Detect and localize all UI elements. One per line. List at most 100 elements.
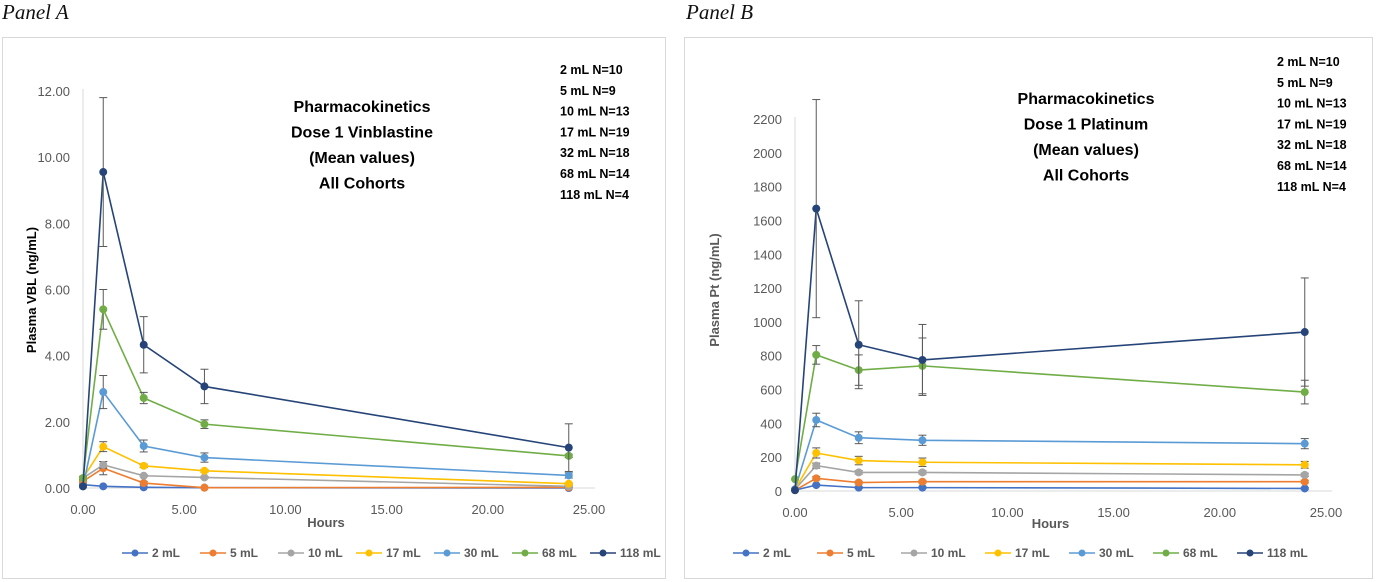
y-tick-label: 1600 [753, 213, 782, 228]
legend-marker [209, 549, 217, 557]
data-point [79, 482, 87, 491]
chart-title-line: (Mean values) [1033, 142, 1139, 159]
data-point [918, 458, 927, 467]
x-tick-label: 25.00 [1310, 505, 1343, 520]
cohort-n-annotation: 17 mL N=19 [1277, 117, 1347, 131]
data-point [812, 461, 821, 470]
legend-marker [994, 549, 1002, 557]
legend-label: 30 mL [464, 546, 499, 560]
chart-title-line: (Mean values) [309, 150, 415, 167]
legend-label: 10 mL [308, 546, 343, 560]
y-tick-label: 2000 [753, 146, 782, 161]
x-tick-label: 0.00 [782, 505, 807, 520]
legend-label: 5 mL [847, 546, 875, 560]
data-point [918, 355, 927, 364]
panel-b-frame [684, 37, 1373, 579]
y-tick-label: 800 [760, 349, 782, 364]
cohort-n-annotation: 10 mL N=13 [1277, 97, 1347, 111]
data-point [854, 340, 863, 349]
legend-marker [521, 549, 529, 557]
data-point [1300, 470, 1309, 479]
data-point [99, 442, 108, 451]
data-point [918, 477, 927, 486]
legend-marker [1078, 549, 1086, 557]
data-point [1300, 439, 1309, 448]
legend-marker [910, 549, 918, 557]
x-tick-label: 10.00 [991, 505, 1024, 520]
legend-marker [1246, 549, 1254, 557]
cohort-n-annotation: 68 mL N=14 [560, 167, 630, 181]
legend-label: 68 mL [542, 546, 577, 560]
y-tick-label: 400 [760, 416, 782, 431]
data-point [812, 481, 821, 490]
x-tick-label: 25.00 [573, 502, 606, 517]
data-point [139, 479, 148, 488]
data-point [200, 420, 209, 429]
cohort-n-annotation: 5 mL N=9 [1277, 76, 1333, 90]
y-tick-label: 1000 [753, 315, 782, 330]
y-tick-label: 2200 [753, 112, 782, 127]
legend-label: 30 mL [1099, 546, 1134, 560]
y-tick-label: 200 [760, 450, 782, 465]
data-point [812, 448, 821, 457]
chart-title-line: Pharmacokinetics [294, 99, 431, 116]
data-point [139, 394, 148, 403]
cohort-n-annotation: 118 mL N=4 [1277, 180, 1346, 194]
y-tick-label: 600 [760, 383, 782, 398]
legend-label: 2 mL [152, 546, 180, 560]
data-point [139, 340, 148, 349]
series-line-30mL [794, 418, 1305, 490]
x-tick-label: 5.00 [172, 502, 197, 517]
data-point [200, 382, 209, 391]
legend-marker [443, 549, 451, 557]
x-tick-label: 15.00 [1097, 505, 1130, 520]
legend-marker [365, 549, 373, 557]
legend-label: 17 mL [386, 546, 421, 560]
panel-a-frame [2, 37, 666, 579]
panel-b-label: Panel B [686, 0, 754, 24]
x-tick-label: 0.00 [70, 502, 95, 517]
panel-a-label: Panel A [2, 0, 69, 24]
data-point [99, 388, 108, 397]
legend-label: 17 mL [1015, 546, 1050, 560]
data-point [200, 473, 209, 482]
x-tick-label: 20.00 [472, 502, 505, 517]
x-tick-label: 15.00 [370, 502, 403, 517]
cohort-n-annotation: 10 mL N=13 [560, 105, 630, 119]
y-tick-label: 12.00 [37, 84, 70, 99]
data-point [812, 415, 821, 424]
data-point [854, 456, 863, 465]
y-tick-label: 1800 [753, 180, 782, 195]
cohort-n-annotation: 5 mL N=9 [560, 84, 616, 98]
data-point [1300, 328, 1309, 337]
series-line-68mL [82, 306, 569, 479]
chart-title-line: Pharmacokinetics [1018, 91, 1155, 108]
series-line-10mL [794, 464, 1305, 490]
legend-marker [826, 549, 834, 557]
y-tick-label: 4.00 [45, 349, 70, 364]
data-point [200, 453, 209, 462]
data-point [139, 461, 148, 470]
y-tick-label: 10.00 [37, 150, 70, 165]
data-point [1300, 484, 1309, 493]
x-tick-label: 20.00 [1204, 505, 1237, 520]
chart-title-line: Dose 1 Platinum [1024, 117, 1148, 134]
cohort-n-annotation: 118 mL N=4 [560, 188, 629, 202]
legend-marker [742, 549, 750, 557]
data-point [99, 460, 108, 469]
cohort-n-annotation: 32 mL N=18 [1277, 138, 1347, 152]
x-tick-label: 10.00 [269, 502, 302, 517]
data-point [918, 468, 927, 477]
y-axis-label: Plasma VBL (ng/mL) [24, 227, 39, 353]
data-point [854, 478, 863, 487]
data-point [564, 471, 573, 480]
data-point [99, 305, 108, 314]
data-point [1300, 477, 1309, 486]
x-axis-label: Hours [1032, 516, 1070, 531]
chart-title-line: Dose 1 Vinblastine [291, 125, 433, 142]
y-tick-label: 6.00 [45, 283, 70, 298]
legend-label: 118 mL [620, 546, 661, 560]
y-tick-label: 0.00 [45, 481, 70, 496]
data-point [1300, 460, 1309, 469]
